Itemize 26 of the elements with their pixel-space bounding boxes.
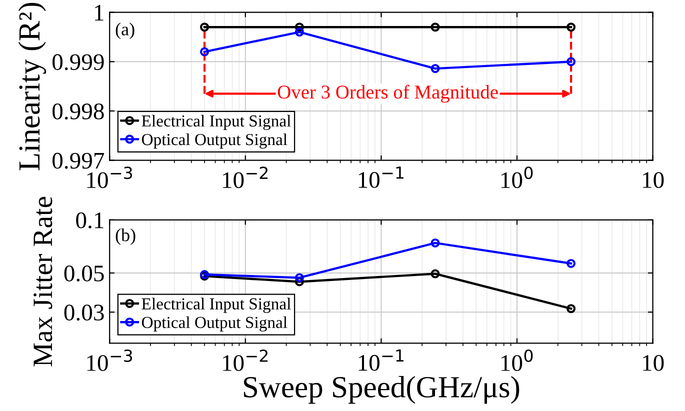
- legend-label: Optical Output Signal: [142, 316, 288, 332]
- y-tick-label: 0.1: [76, 212, 104, 228]
- x-tick-label: 10$^{0}$: [501, 166, 533, 188]
- legend-label: Optical Output Signal: [142, 133, 288, 149]
- y-axis-title: Linearity (R²): [18, 2, 46, 170]
- x-tick-label: 10: [643, 354, 664, 371]
- y-tick-label: 0.03: [64, 304, 104, 321]
- legend-label: Electrical Input Signal: [142, 298, 291, 313]
- y-tick-label: 0.998: [52, 103, 104, 120]
- y-tick-label: 0.05: [64, 265, 104, 282]
- x-axis-title: Sweep Speed(GHz/μs): [244, 376, 520, 404]
- y-tick-label: 0.999: [52, 54, 104, 70]
- x-tick-label: 10$^{0}$: [501, 350, 533, 372]
- y-tick-label: 0.997: [52, 152, 104, 169]
- x-tick-label: 10$^{−2}$: [223, 350, 268, 372]
- x-tick-label: 10$^{−1}$: [358, 350, 404, 371]
- x-tick-label: 10$^{−3}$: [87, 350, 132, 372]
- legend-label: Electrical Input Signal: [142, 114, 291, 130]
- annotation: (b): [116, 228, 136, 245]
- ref-line-label: Over 3 Orders of Magnitude: [278, 84, 498, 103]
- x-tick-label: 10: [643, 172, 664, 188]
- annotation: (a): [116, 22, 134, 40]
- y-tick-label: 1: [95, 4, 104, 21]
- y-axis-title: Max Jitter Rate: [34, 196, 52, 366]
- x-tick-label: 10$^{−2}$: [223, 166, 268, 188]
- x-tick-label: 10$^{−1}$: [358, 166, 404, 188]
